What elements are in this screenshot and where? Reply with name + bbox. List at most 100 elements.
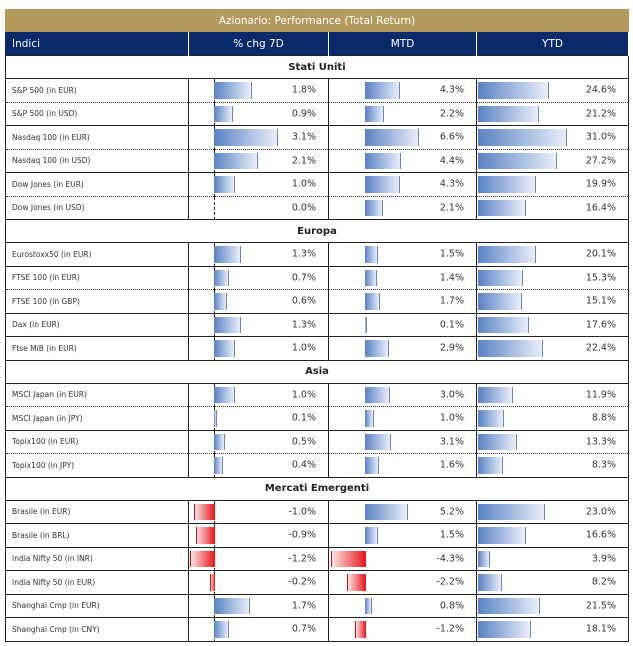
positive-data-bar [478, 621, 531, 638]
table-row: Topix100 (in EUR) 0.5% 3.1% 13.3% [5, 430, 629, 454]
table-row: Dow Jones (in EUR) 1.0% 4.3% 19.9% [5, 172, 629, 197]
cell-chg-7d: 0.1% [188, 406, 329, 431]
value-chg-7d: 0.7% [291, 623, 316, 635]
negative-data-bar [193, 503, 215, 520]
value-ytd: 18.1% [585, 623, 616, 635]
cell-ytd: 18.1% [476, 617, 629, 642]
positive-data-bar [214, 621, 230, 638]
header-chg-7d: % chg 7D [188, 31, 329, 56]
index-name: Shanghai Cmp (in CNY) [5, 617, 189, 642]
cell-chg-7d: 0.0% [188, 196, 329, 220]
positive-data-bar [478, 199, 526, 216]
zero-axis-line [214, 196, 215, 220]
table-row: Topix100 (in JPY) 0.4% 1.6% 8.3% [5, 453, 629, 478]
negative-data-bar [355, 621, 366, 638]
value-chg-7d: 1.3% [291, 248, 316, 260]
value-mtd: 5.2% [439, 506, 464, 518]
cell-mtd: 3.1% [328, 430, 477, 454]
positive-data-bar [365, 293, 380, 310]
cell-ytd: 21.5% [476, 594, 629, 618]
positive-data-bar [365, 316, 367, 333]
cell-mtd: 1.5% [328, 242, 477, 267]
positive-data-bar [214, 457, 224, 474]
header-mtd: MTD [328, 31, 477, 56]
index-name: Dow Jones (in USD) [5, 196, 189, 220]
positive-data-bar [214, 410, 218, 427]
cell-ytd: 22.4% [476, 336, 629, 361]
cell-mtd: 6.6% [328, 125, 477, 150]
value-mtd: 1.7% [439, 295, 464, 307]
value-mtd: 4.4% [439, 155, 464, 167]
cell-mtd: 3.0% [328, 383, 477, 407]
table-row: Eurostoxx50 (in EUR) 1.3% 1.5% 20.1% [5, 242, 629, 267]
cell-chg-7d: -1.2% [188, 547, 329, 571]
positive-data-bar [478, 246, 537, 263]
value-ytd: 20.1% [585, 248, 616, 260]
value-chg-7d: 0.9% [291, 108, 316, 120]
index-name: Brasile (in BRL) [5, 523, 189, 548]
negative-data-bar [189, 550, 215, 567]
index-name: S&P 500 (in USD) [5, 102, 189, 126]
value-mtd: 4.3% [439, 178, 464, 190]
table-row: Dax (in EUR) 1.3% 0.1% 17.6% [5, 313, 629, 337]
positive-data-bar [478, 597, 541, 614]
cell-chg-7d: 0.9% [188, 102, 329, 126]
cell-mtd: 1.6% [328, 453, 477, 478]
index-name: Ftse MiB (in EUR) [5, 336, 189, 361]
value-chg-7d: 1.0% [291, 178, 316, 190]
value-chg-7d: 1.8% [291, 84, 316, 96]
positive-data-bar [214, 269, 230, 286]
positive-data-bar [365, 386, 390, 403]
cell-mtd: 5.2% [328, 500, 477, 524]
negative-data-bar [195, 527, 215, 544]
cell-ytd: 15.3% [476, 266, 629, 290]
value-mtd: 2.1% [439, 202, 464, 214]
value-ytd: 24.6% [585, 84, 616, 96]
positive-data-bar [478, 457, 503, 474]
positive-data-bar [365, 457, 379, 474]
positive-data-bar [365, 597, 373, 614]
value-mtd: 6.6% [439, 131, 464, 143]
table-row: Dow Jones (in USD) 0.0% 2.1% 16.4% [5, 196, 629, 220]
section-header: Stati Uniti [5, 55, 629, 79]
positive-data-bar [365, 503, 408, 520]
positive-data-bar [214, 105, 234, 122]
value-ytd: 8.3% [591, 459, 616, 471]
positive-data-bar [478, 152, 557, 169]
index-name: Dow Jones (in EUR) [5, 172, 189, 197]
value-chg-7d: 0.0% [291, 202, 316, 214]
table-row: S&P 500 (in EUR) 1.8% 4.3% 24.6% [5, 78, 629, 103]
value-chg-7d: -1.0% [288, 506, 316, 518]
value-ytd: 16.4% [585, 202, 616, 214]
value-ytd: 3.9% [591, 553, 616, 565]
value-chg-7d: -1.2% [288, 553, 316, 565]
cell-chg-7d: -1.0% [188, 500, 329, 524]
value-chg-7d: 0.5% [291, 436, 316, 448]
section-header: Europa [5, 219, 629, 243]
cell-mtd: -1.2% [328, 617, 477, 642]
value-mtd: 2.9% [439, 342, 464, 354]
cell-chg-7d: 1.0% [188, 172, 329, 197]
positive-data-bar [365, 82, 401, 99]
positive-data-bar [214, 316, 242, 333]
cell-ytd: 13.3% [476, 430, 629, 454]
value-ytd: 21.2% [585, 108, 616, 120]
cell-ytd: 21.2% [476, 102, 629, 126]
value-mtd: 1.5% [439, 529, 464, 541]
value-ytd: 16.6% [585, 529, 616, 541]
value-ytd: 23.0% [585, 506, 616, 518]
cell-mtd: 1.7% [328, 289, 477, 314]
index-name: Nasdaq 100 (in EUR) [5, 125, 189, 150]
value-ytd: 17.6% [585, 319, 616, 331]
value-mtd: 3.0% [439, 389, 464, 401]
cell-mtd: 1.5% [328, 523, 477, 548]
cell-mtd: 2.2% [328, 102, 477, 126]
index-name: Brasile (in EUR) [5, 500, 189, 524]
performance-table: Azionario: Performance (Total Return) In… [5, 9, 629, 642]
positive-data-bar [214, 293, 228, 310]
cell-ytd: 3.9% [476, 547, 629, 571]
positive-data-bar [365, 433, 391, 450]
value-chg-7d: -0.9% [288, 529, 316, 541]
value-mtd: 0.8% [439, 600, 464, 612]
cell-chg-7d: 0.6% [188, 289, 329, 314]
